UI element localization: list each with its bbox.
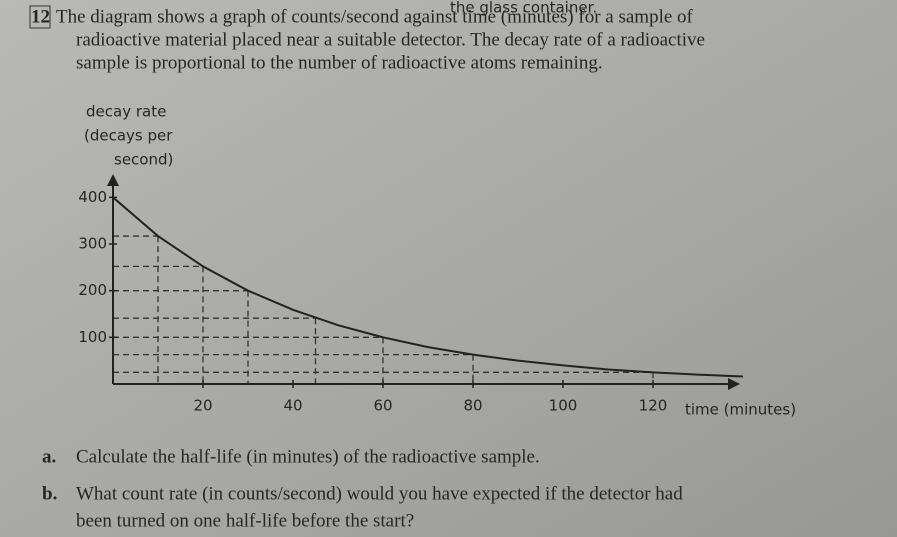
number-box [29, 5, 51, 29]
y-axis-label: (decays per [84, 127, 173, 145]
question-line: radioactive material placed near a suita… [76, 29, 705, 50]
question-line: sample is proportional to the number of … [76, 52, 603, 73]
x-axis-label: time (minutes) [685, 401, 796, 419]
part-label: b. [42, 483, 57, 504]
x-arrow [728, 378, 740, 390]
question-number: 12 [31, 6, 50, 27]
y-tick-label: 400 [78, 188, 107, 206]
y-arrow [107, 174, 119, 186]
x-tick-label: 80 [463, 397, 482, 415]
y-axis-label: second) [114, 151, 173, 169]
part-line: What count rate (in counts/second) would… [76, 483, 683, 504]
decay-curve [112, 196, 744, 378]
part-line: Calculate the half-life (in minutes) of … [76, 446, 540, 467]
x-tick-label: 100 [549, 397, 578, 415]
x-tick-label: 60 [373, 397, 392, 415]
x-tick-label: 120 [639, 397, 668, 415]
x-tick-label: 40 [283, 397, 302, 415]
y-axis-label: decay rate [86, 103, 166, 121]
y-tick-label: 100 [78, 328, 107, 346]
part-label: a. [42, 446, 56, 467]
y-tick-label: 300 [78, 235, 107, 253]
x-tick-label: 20 [193, 397, 212, 415]
question-line: The diagram shows a graph of counts/seco… [56, 6, 694, 27]
header-fragment: the glass container. [450, 0, 597, 17]
y-tick-label: 200 [78, 281, 107, 299]
part-line: been turned on one half-life before the … [76, 510, 414, 531]
